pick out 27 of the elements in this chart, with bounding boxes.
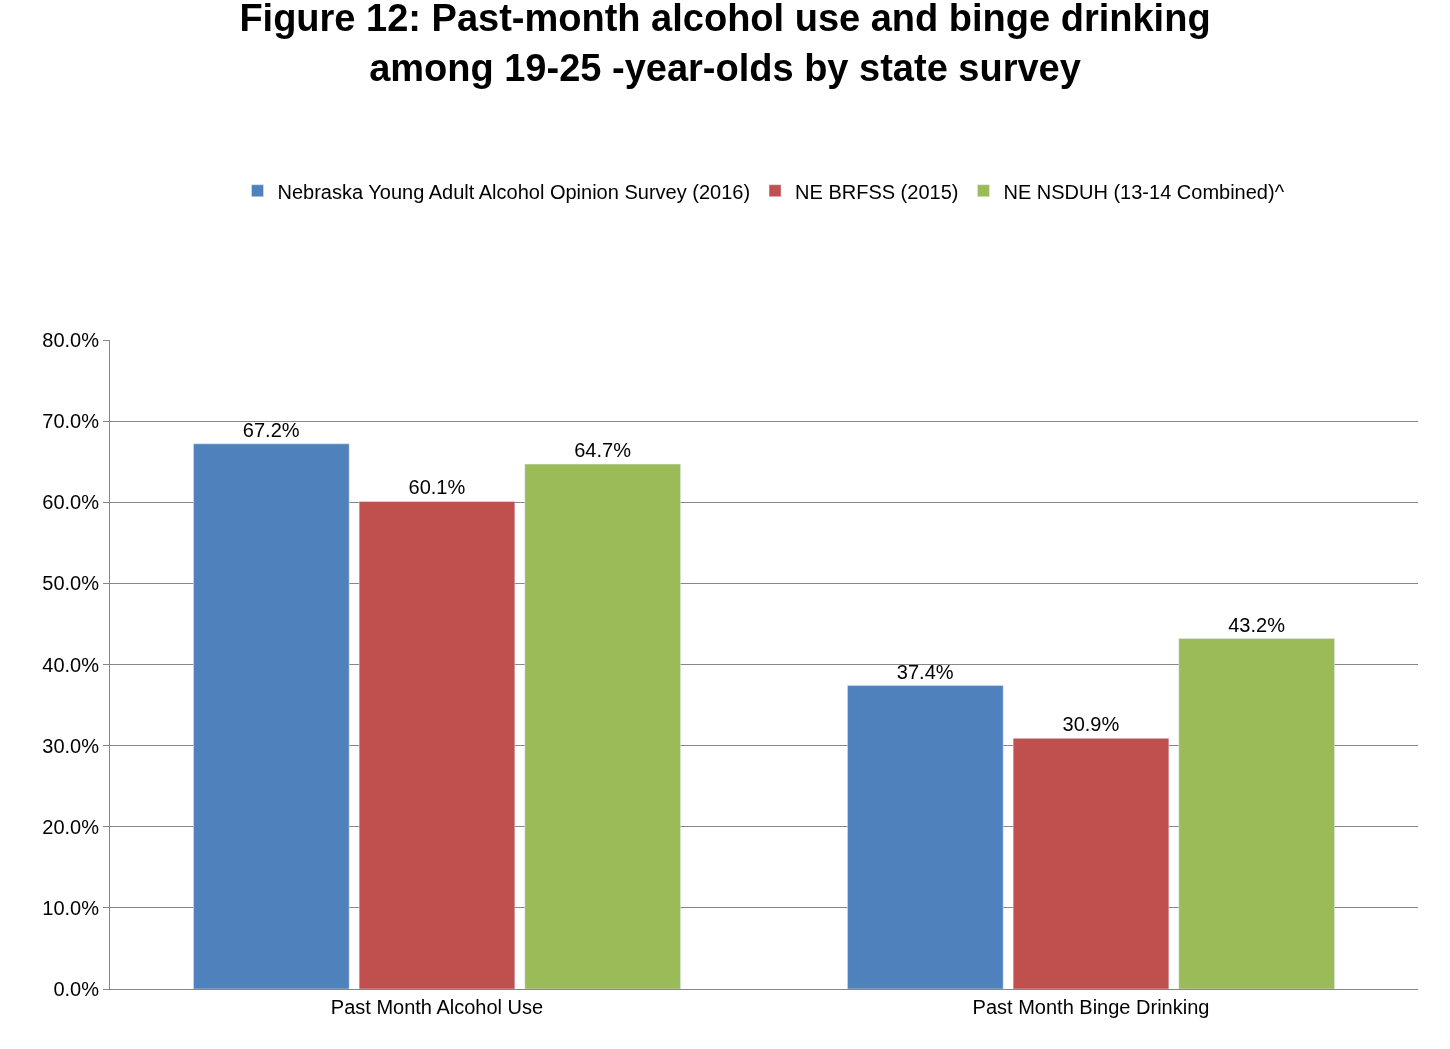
bar bbox=[358, 501, 516, 989]
legend-label: NE BRFSS (2015) bbox=[795, 180, 959, 203]
legend-label: NE NSDUH (13-14 Combined)^ bbox=[1003, 180, 1285, 203]
legend-label: Nebraska Young Adult Alcohol Opinion Survey (2016) bbox=[277, 180, 751, 203]
data-label: 43.2% bbox=[1228, 613, 1286, 636]
y-tick-label: 50.0% bbox=[42, 572, 100, 595]
y-tick-label: 80.0% bbox=[42, 329, 100, 351]
y-tick-label: 0.0% bbox=[53, 978, 100, 1000]
data-label: 30.9% bbox=[1062, 713, 1120, 736]
y-tick-label: 70.0% bbox=[42, 410, 100, 433]
chart-title: Figure 12: Past-month alcohol use and binge drinking among 19-25 -year-olds by state survey bbox=[239, 0, 1211, 89]
x-tick-label: Past Month Alcohol Use bbox=[330, 996, 544, 1018]
y-tick-label: 10.0% bbox=[42, 896, 100, 919]
x-tick-label: Past Month Binge Drinking bbox=[972, 996, 1210, 1018]
bar bbox=[524, 463, 681, 989]
data-label: 64.7% bbox=[574, 439, 632, 462]
y-tick-label: 40.0% bbox=[42, 653, 100, 676]
bar bbox=[847, 685, 1004, 989]
bar bbox=[1178, 638, 1335, 989]
bar bbox=[193, 443, 350, 989]
y-tick-label: 60.0% bbox=[42, 491, 100, 514]
bar bbox=[1012, 738, 1170, 989]
data-label: 37.4% bbox=[896, 660, 954, 683]
data-label: 60.1% bbox=[408, 476, 466, 499]
y-tick-label: 30.0% bbox=[42, 734, 100, 757]
data-label: 67.2% bbox=[242, 418, 300, 441]
y-tick-label: 20.0% bbox=[42, 815, 100, 838]
